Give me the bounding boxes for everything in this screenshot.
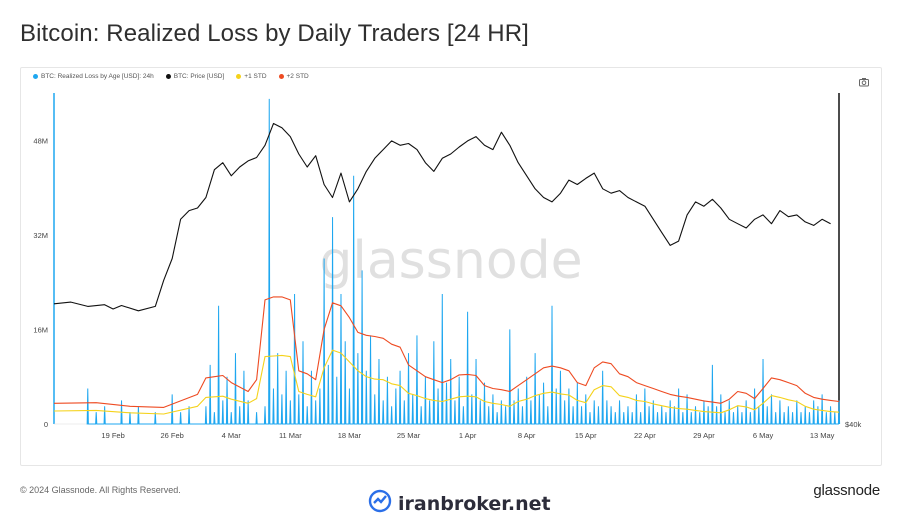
legend-label: BTC: Realized Loss by Age [USD]: 24h [41,73,154,80]
x-tick-label: 25 Mar [397,431,421,440]
x-tick-label: 18 Mar [338,431,362,440]
x-tick-label: 15 Apr [575,431,597,440]
series-realized-loss [86,98,841,425]
legend-label: +1 STD [244,73,267,80]
y-left-tick-label: 48M [33,136,48,145]
legend-dot [33,74,38,79]
legend-label: BTC: Price [USD] [173,73,225,80]
legend-dot [236,74,242,79]
watermark: glassnode [319,231,582,291]
x-tick-label: 8 Apr [518,431,536,440]
y-right-tick-label: $40k [845,420,862,429]
partner-watermark: iranbroker.net [368,489,551,518]
legend-label: +2 STD [286,73,309,80]
y-left-tick-label: 16M [33,325,48,334]
legend-item-plus-1-std[interactable]: +1 STD [236,73,267,80]
chart-plot: glassnode 19 Feb 26 Feb 4 Mar 11 Mar 18 Mar 2… [33,93,862,440]
x-tick-label: 13 May [810,431,835,440]
x-tick-label: 26 Feb [160,431,183,440]
chart-legend: BTC: Realized Loss by Age [USD]: 24h BTC… [33,73,309,80]
legend-item-plus-2-std[interactable]: +2 STD [278,73,309,80]
legend-dot [278,74,284,79]
x-tick-label: 29 Apr [693,431,715,440]
legend-item-btc-price[interactable]: BTC: Price [USD] [165,73,225,80]
chart-card: BTC: Realized Loss by Age [USD]: 24h BTC… [20,67,882,466]
chart-check-icon [368,489,392,518]
partner-name: iranbroker.net [398,492,551,515]
camera-icon[interactable] [859,74,869,87]
y-left-tick-label: 0 [44,420,48,429]
x-tick-label: 22 Apr [634,431,656,440]
series-plus-1-std [53,349,840,415]
legend-dot [165,74,171,79]
series-plus-2-std [53,296,840,408]
legend-item-realized-loss[interactable]: BTC: Realized Loss by Age [USD]: 24h [33,73,154,80]
x-tick-label: 11 Mar [279,431,302,440]
x-tick-label: 1 Apr [459,431,477,440]
footer-brand-logo: glassnode [813,482,880,499]
series-btc-price [53,122,831,312]
y-left-tick-label: 32M [33,231,48,240]
x-tick-label: 19 Feb [101,431,124,440]
page-title: Bitcoin: Realized Loss by Daily Traders … [20,20,529,47]
x-tick-label: 6 May [753,431,774,440]
x-tick-label: 4 Mar [222,431,242,440]
footer-copyright: © 2024 Glassnode. All Rights Reserved. [20,485,181,495]
